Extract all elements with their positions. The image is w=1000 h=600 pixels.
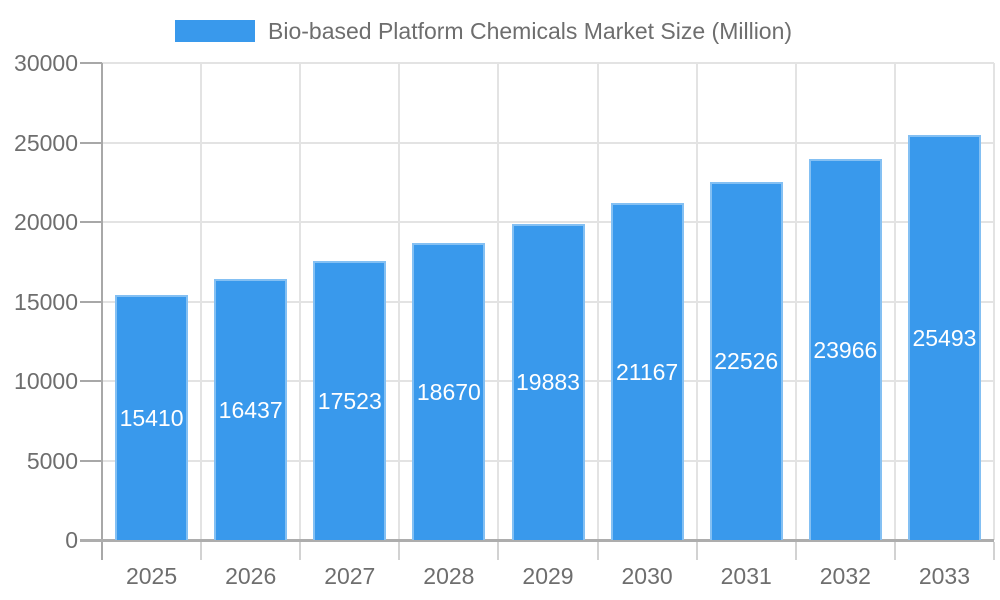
y-axis-tick (80, 141, 102, 144)
x-axis-line (80, 539, 994, 542)
bar-2032[interactable]: 23966 (808, 158, 882, 540)
y-axis-tick-label: 5000 (26, 447, 78, 474)
gridline-horizontal (102, 62, 994, 64)
bar-2027[interactable]: 17523 (313, 261, 387, 540)
bar-2028[interactable]: 18670 (412, 243, 486, 540)
x-axis-tick (596, 542, 599, 560)
bar-value-label: 22526 (714, 348, 779, 375)
y-axis-tick (80, 62, 102, 64)
x-axis-tick-label: 2030 (621, 563, 673, 589)
x-axis-tick (993, 542, 995, 560)
bar-value-label: 19883 (516, 369, 580, 396)
x-axis-tick (794, 542, 797, 560)
x-axis-tick-label: 2026 (225, 563, 277, 589)
gridline-vertical (596, 63, 599, 540)
y-axis-tick-label: 0 (65, 527, 78, 553)
x-axis-tick (200, 542, 203, 560)
gridline-horizontal (102, 221, 994, 223)
bar-value-label: 17523 (317, 388, 382, 415)
y-axis-tick (80, 380, 102, 382)
x-axis-tick (497, 542, 500, 560)
gridline-vertical (893, 63, 896, 540)
y-axis-tick (80, 221, 102, 223)
bar-2031[interactable]: 22526 (709, 181, 783, 540)
gridline-vertical (993, 63, 995, 540)
y-axis-tick-label: 20000 (14, 209, 78, 235)
x-axis-tick-label: 2028 (423, 563, 475, 589)
y-axis-tick (80, 300, 102, 303)
chart-legend[interactable]: Bio-based Platform Chemicals Market Size… (175, 18, 792, 44)
bar-2033[interactable]: 25493 (907, 134, 981, 540)
bar-value-label: 21167 (615, 359, 679, 386)
gridline-horizontal (102, 141, 994, 144)
x-axis-tick-label: 2025 (125, 563, 178, 589)
bar-value-label: 15410 (119, 404, 184, 431)
bar-value-label: 23966 (813, 336, 878, 363)
gridline-vertical (695, 63, 698, 540)
x-axis-tick (299, 542, 302, 560)
x-axis-tick (893, 542, 896, 560)
x-axis-tick-label: 2029 (522, 563, 574, 589)
x-axis-tick-label: 2032 (819, 563, 871, 589)
gridline-vertical (497, 63, 500, 540)
x-axis-tick (695, 542, 698, 560)
legend-swatch-icon (175, 20, 255, 42)
bar-value-label: 25493 (912, 324, 977, 351)
gridline-vertical (299, 63, 302, 540)
y-axis-tick (80, 459, 102, 462)
x-axis-tick (398, 542, 401, 560)
bar-2025[interactable]: 15410 (115, 294, 189, 540)
x-axis-tick-label: 2027 (324, 563, 376, 589)
x-axis-tick-label: 2031 (720, 563, 772, 589)
gridline-vertical (794, 63, 797, 540)
bar-2029[interactable]: 19883 (511, 223, 585, 540)
bar-2030[interactable]: 21167 (610, 203, 684, 540)
y-axis-tick-label: 30000 (14, 50, 78, 76)
gridline-vertical (200, 63, 203, 540)
gridline-vertical (398, 63, 401, 540)
bar-2026[interactable]: 16437 (214, 278, 288, 540)
y-axis-tick-label: 25000 (14, 129, 78, 156)
bar-value-label: 16437 (218, 396, 283, 423)
x-axis-tick-label: 2033 (918, 563, 971, 589)
y-axis-tick-label: 15000 (14, 288, 78, 315)
y-axis-tick-label: 10000 (14, 368, 78, 394)
bar-value-label: 18670 (416, 379, 481, 406)
y-axis-line (101, 63, 103, 560)
legend-label: Bio-based Platform Chemicals Market Size… (268, 17, 793, 44)
